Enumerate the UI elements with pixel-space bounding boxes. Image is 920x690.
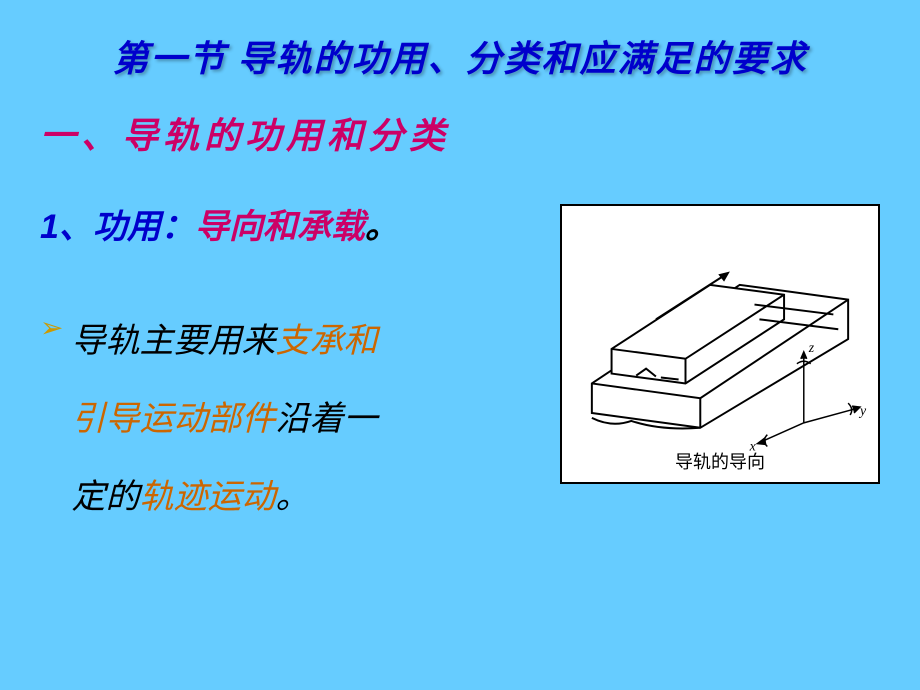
point-number: 1 (40, 208, 59, 246)
point-1: 1、功用：导向和承载。 (40, 199, 540, 248)
arrow-icon: ➢ (40, 311, 63, 345)
rail-diagram: z y x (562, 206, 878, 482)
subsection-title: 一、导轨的功用和分类 (40, 107, 880, 159)
slide: 第一节 导轨的功用、分类和应满足的要求 一、导轨的功用和分类 1、功用：导向和承… (0, 0, 920, 568)
axis-z-label: z (808, 340, 815, 355)
point-highlight: 导向和承载 (195, 209, 365, 246)
bullet-item: ➢ 导轨主要用来支承和引导运动部件沿着一定的轨迹运动。 (40, 303, 540, 538)
axis-y-label: y (858, 403, 867, 418)
content-area: 1、功用：导向和承载。 ➢ 导轨主要用来支承和引导运动部件沿着一定的轨迹运动。 (40, 199, 880, 538)
section-title: 第一节 导轨的功用、分类和应满足的要求 (40, 30, 880, 82)
diagram-figure: z y x 导轨的导向 (560, 204, 880, 484)
point-end: 。 (365, 209, 399, 246)
text-column: 1、功用：导向和承载。 ➢ 导轨主要用来支承和引导运动部件沿着一定的轨迹运动。 (40, 199, 540, 538)
point-label: 、功用： (59, 209, 195, 246)
figure-caption: 导轨的导向 (562, 448, 878, 474)
bullet-text: 导轨主要用来支承和引导运动部件沿着一定的轨迹运动。 (71, 303, 377, 538)
